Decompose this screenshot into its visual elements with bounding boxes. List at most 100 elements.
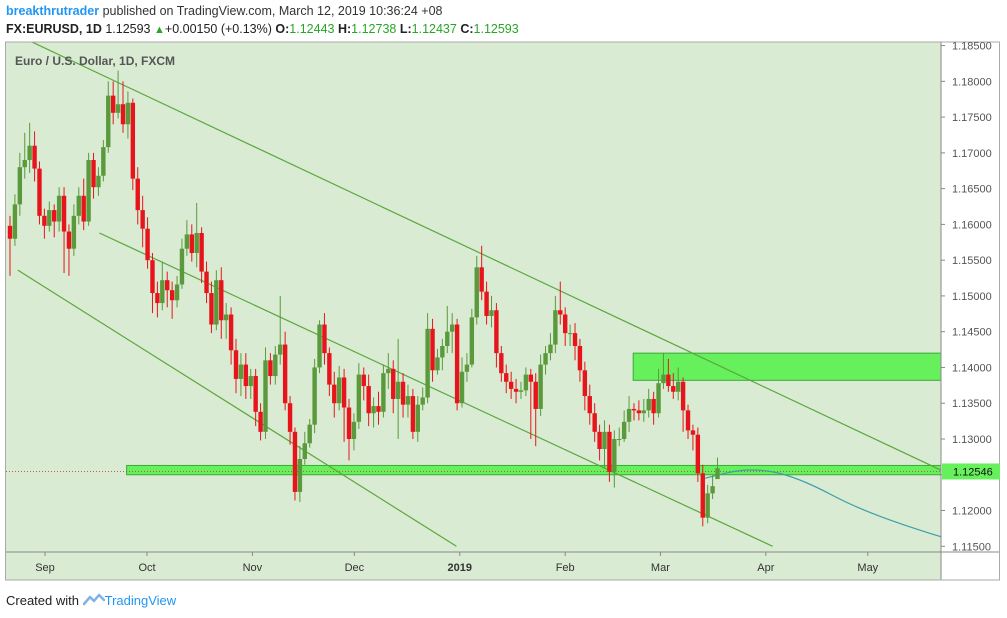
candle-body: [376, 406, 381, 412]
price-tick-label: 1.18500: [952, 41, 992, 53]
candle: [562, 307, 568, 346]
candle: [671, 373, 676, 399]
candle-body: [101, 147, 106, 176]
candle: [199, 227, 204, 284]
price-tick-label: 1.14500: [952, 327, 992, 339]
publish-text: published on TradingView.com, March 12, …: [102, 4, 443, 18]
price-chart[interactable]: 1.18500 1.18000 1.17500 1.17000 1.16500 1.160…: [0, 40, 1007, 588]
candle-body: [680, 381, 686, 411]
candle: [449, 313, 455, 354]
candle: [533, 373, 538, 447]
candle-body: [646, 398, 651, 411]
candle: [341, 368, 347, 442]
candle-body: [17, 167, 23, 205]
candle-body: [675, 381, 681, 392]
candle-body: [621, 421, 627, 439]
candle: [675, 367, 681, 401]
candle: [189, 224, 194, 262]
chart-title: Euro / U.S. Dollar, 1D, FXCM: [15, 54, 175, 68]
candle: [169, 281, 175, 319]
candle: [71, 204, 77, 256]
candle: [656, 368, 661, 418]
candle-body: [91, 160, 96, 188]
close-label: C:: [460, 22, 474, 36]
candle: [366, 374, 371, 427]
candle-body: [110, 95, 116, 113]
price-tick-label: 1.16000: [952, 219, 992, 231]
candle-body: [233, 350, 239, 379]
candle-body: [386, 368, 391, 374]
candle: [37, 161, 42, 225]
author-link[interactable]: breakthrutrader: [6, 4, 100, 18]
candle-body: [435, 357, 440, 371]
candle: [66, 224, 72, 276]
candle: [263, 347, 268, 439]
candle-body: [567, 333, 573, 335]
candle: [715, 457, 720, 480]
candle: [459, 357, 465, 408]
candle-body: [292, 431, 298, 492]
candle: [27, 122, 32, 173]
candle-body: [371, 406, 376, 414]
candle-body: [410, 396, 416, 432]
candle-body: [223, 314, 229, 321]
candle: [484, 281, 489, 325]
candle: [572, 323, 578, 361]
candle-body: [553, 310, 558, 345]
candle-body: [705, 493, 710, 518]
candle-body: [346, 407, 352, 439]
price-tick-label: 1.14000: [952, 362, 992, 374]
candle: [278, 295, 283, 365]
last-price-badge: [942, 463, 1000, 480]
candle-body: [351, 421, 357, 439]
candle-body: [125, 102, 131, 125]
candle: [302, 431, 307, 465]
candle-body: [209, 293, 214, 325]
candle-body: [27, 145, 32, 161]
candle-body: [297, 459, 303, 492]
candle: [386, 353, 391, 389]
candle-body: [685, 410, 691, 431]
candle: [297, 446, 303, 502]
candle: [101, 139, 106, 182]
candle-body: [130, 102, 136, 179]
candle-body: [165, 280, 170, 291]
candle: [641, 398, 647, 422]
candle-body: [612, 438, 617, 472]
candle: [538, 354, 543, 417]
candle-body: [518, 390, 524, 392]
candle: [695, 427, 701, 482]
candle: [209, 281, 214, 334]
time-tick-label: 2019: [448, 562, 472, 574]
close-value: 1.12593: [473, 22, 519, 36]
time-tick-label: Feb: [556, 562, 575, 574]
candle-body: [420, 397, 425, 405]
candle-body: [528, 374, 533, 382]
candle-body: [32, 145, 37, 169]
candle-body: [582, 370, 588, 397]
candle: [577, 338, 583, 382]
candle: [160, 261, 165, 311]
candle: [430, 318, 435, 382]
candle: [553, 295, 558, 354]
candle: [110, 81, 116, 125]
candle-body: [140, 210, 145, 229]
candle: [7, 215, 13, 276]
candle-body: [312, 367, 317, 425]
candle: [233, 338, 239, 394]
upper-channel-line: [30, 42, 941, 471]
candle-body: [169, 290, 175, 301]
candle: [400, 373, 406, 418]
candle: [518, 381, 524, 399]
candle-body: [440, 345, 445, 358]
tradingview-brand-link[interactable]: TradingView: [104, 593, 177, 608]
candle: [12, 194, 18, 246]
candle: [194, 202, 199, 268]
candle: [327, 347, 332, 397]
candle: [317, 320, 322, 374]
price-tick-label: 1.13000: [952, 434, 992, 446]
candle-body: [469, 317, 475, 365]
candle-body: [317, 324, 322, 368]
candle-body: [42, 215, 47, 226]
candle: [258, 403, 263, 441]
